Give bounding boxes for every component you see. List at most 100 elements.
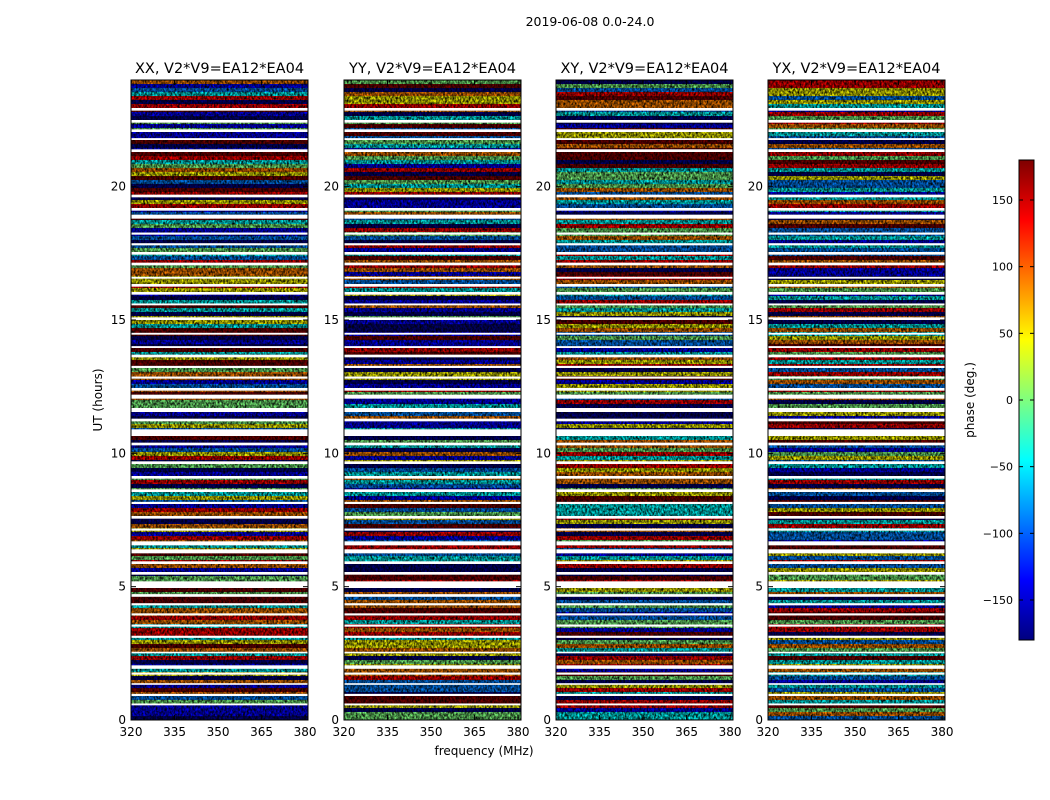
flagged-row <box>768 194 945 198</box>
flagged-row <box>556 354 733 358</box>
flagged-row <box>556 693 733 696</box>
flagged-row <box>131 208 308 211</box>
flagged-row <box>131 703 308 706</box>
flagged-row <box>556 624 733 627</box>
phase-heatmap <box>344 80 521 720</box>
flagged-row <box>768 208 945 211</box>
flagged-row <box>344 541 521 546</box>
flagged-row <box>556 603 733 606</box>
flagged-row <box>344 572 521 575</box>
flagged-row <box>131 665 308 669</box>
flagged-row <box>768 262 945 266</box>
flagged-row <box>768 489 945 492</box>
flagged-row <box>556 120 733 123</box>
panel: XX, V2*V9=EA12*EA04 320 335 350 365 380 0 5 10 15… <box>111 61 317 739</box>
flagged-row <box>768 408 945 412</box>
flagged-row <box>344 429 521 436</box>
flagged-row <box>344 624 521 627</box>
flagged-row <box>556 276 733 279</box>
flagged-row <box>556 635 733 638</box>
flagged-row <box>768 683 945 685</box>
flagged-row <box>768 276 945 279</box>
x-axis-label: frequency (MHz) <box>434 744 533 758</box>
flagged-row <box>556 394 733 399</box>
flagged-row <box>344 149 521 152</box>
flagged-row <box>344 394 521 399</box>
flagged-row <box>344 138 521 140</box>
flagged-row <box>556 461 733 464</box>
y-tick-label: 5 <box>331 580 339 594</box>
flagged-row <box>131 252 308 255</box>
y-tick-label: 20 <box>111 180 126 194</box>
flagged-row <box>131 303 308 306</box>
flagged-row <box>131 194 308 198</box>
flagged-row <box>556 549 733 554</box>
x-tick-label: 350 <box>632 725 655 739</box>
colorbar-tick-label: −150 <box>983 594 1013 607</box>
y-tick-label: 15 <box>111 313 126 327</box>
flagged-row <box>131 561 308 564</box>
x-tick-label: 365 <box>887 725 910 739</box>
flagged-row <box>768 232 945 235</box>
x-tick-label: 335 <box>376 725 399 739</box>
flagged-row <box>344 693 521 696</box>
flagged-row <box>768 635 945 638</box>
y-tick-label: 5 <box>118 580 126 594</box>
flagged-row <box>344 635 521 638</box>
panel-frame <box>767 79 946 721</box>
flagged-row <box>131 635 308 638</box>
x-tick-label: 380 <box>507 725 530 739</box>
flagged-row <box>556 138 733 140</box>
x-tick-label: 350 <box>207 725 230 739</box>
y-tick-label: 10 <box>536 446 551 460</box>
x-tick-label: 350 <box>420 725 443 739</box>
flagged-row <box>768 252 945 255</box>
flagged-row <box>131 408 308 412</box>
flagged-row <box>131 581 308 588</box>
flagged-row <box>344 284 521 287</box>
flagged-row <box>344 528 521 531</box>
flagged-row <box>768 603 945 606</box>
flagged-row <box>131 461 308 464</box>
flagged-row <box>768 129 945 132</box>
flagged-row <box>344 317 521 320</box>
flagged-row <box>344 208 521 211</box>
flagged-row <box>344 129 521 132</box>
flagged-row <box>344 232 521 235</box>
flagged-row <box>344 594 521 597</box>
x-tick-label: 365 <box>675 725 698 739</box>
flagged-row <box>131 418 308 422</box>
y-tick-label: 20 <box>324 180 339 194</box>
x-tick-label: 380 <box>931 725 954 739</box>
flagged-row <box>768 292 945 295</box>
flagged-row <box>131 317 308 320</box>
flagged-row <box>131 232 308 235</box>
flagged-row <box>344 292 521 295</box>
flagged-row <box>768 613 945 616</box>
flagged-row <box>768 303 945 306</box>
flagged-row <box>556 149 733 152</box>
flagged-row <box>344 442 521 446</box>
flagged-row <box>131 672 308 675</box>
flagged-row <box>556 388 733 391</box>
flagged-row <box>556 408 733 412</box>
flagged-row <box>131 292 308 295</box>
y-tick-label: 10 <box>111 446 126 460</box>
flagged-row <box>768 516 945 519</box>
flagged-row <box>556 376 733 379</box>
flagged-row <box>344 243 521 246</box>
y-tick-label: 0 <box>543 713 551 727</box>
flagged-row <box>131 243 308 246</box>
flagged-row <box>131 613 308 616</box>
panel-frame <box>343 79 522 721</box>
flagged-row <box>344 262 521 266</box>
x-tick-label: 335 <box>588 725 611 739</box>
flagged-row <box>131 624 308 627</box>
panel-title: XX, V2*V9=EA12*EA04 <box>135 61 304 77</box>
flagged-row <box>131 346 308 348</box>
flagged-row <box>556 346 733 348</box>
flagged-row <box>131 651 308 654</box>
flagged-row <box>768 354 945 358</box>
flagged-row <box>556 243 733 246</box>
flagged-row <box>556 561 733 564</box>
